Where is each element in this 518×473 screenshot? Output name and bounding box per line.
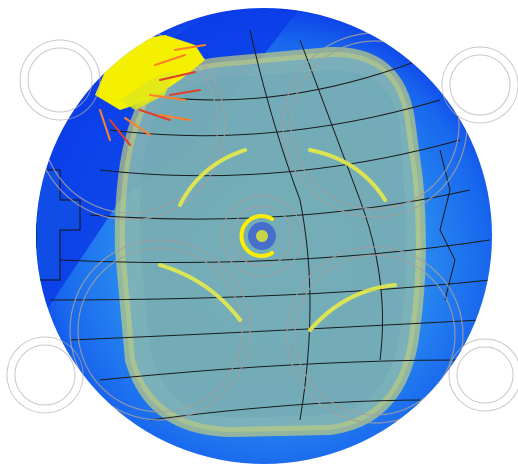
outer-rings: [6, 39, 518, 414]
center-marker: [239, 214, 276, 258]
yellow-arcs: [158, 148, 397, 332]
vector-arrows: [99, 44, 206, 146]
